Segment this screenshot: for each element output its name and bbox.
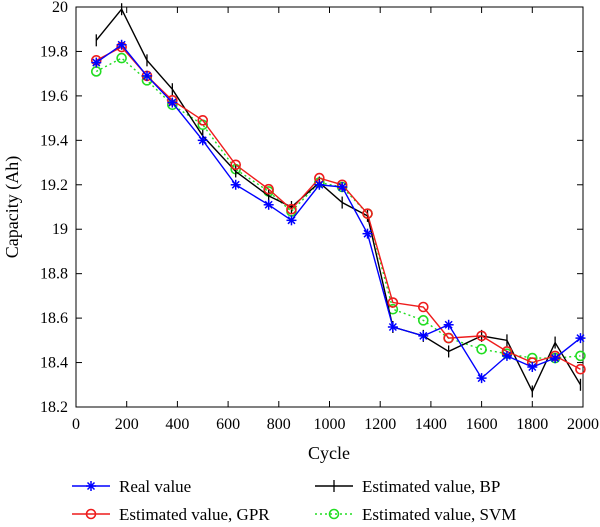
data-point-real-value [286,215,297,226]
series-real-value [91,39,586,384]
data-point-estimated-value-gpr [362,208,373,219]
data-point-real-value [501,350,512,361]
data-point-estimated-value-gpr [230,159,242,171]
data-point-estimated-value-gpr [476,330,487,342]
data-point-real-value [443,319,454,330]
y-tick-label: 18.6 [40,310,68,327]
data-point-real-value [167,97,178,108]
data-point-estimated-value-gpr [263,183,274,195]
y-axis: 18.2 18.4 18.6 18.8 19 19.2 19.4 19.6 19.8 20 [40,0,583,416]
x-tick-label: 0 [72,416,80,433]
data-point-real-value [314,179,325,190]
series-line-estimated-value-bp [95,7,582,394]
legend-label: Estimated value, GPR [119,505,270,524]
legend-item-estimated-value-bp: Estimated value, BP [315,477,500,496]
series-estimated-value-bp [95,3,582,398]
data-point-real-value [141,70,152,81]
y-tick-label: 19.2 [40,177,68,194]
legend-marker [86,481,96,491]
data-point-estimated-value-svm [417,315,429,326]
legend-item-estimated-value-gpr: Estimated value, GPR [72,505,270,524]
data-point-estimated-value-gpr [417,301,429,313]
x-tick-label: 1800 [516,416,548,433]
y-tick-label: 18.4 [40,355,68,372]
y-tick-label: 18.2 [40,399,68,416]
data-point-real-value [575,333,586,344]
data-point-estimated-value-svm [575,350,586,362]
data-point-estimated-value-gpr [387,297,399,308]
x-tick-label: 1000 [314,416,346,433]
data-point-estimated-value-svm [476,343,487,355]
y-tick-label: 19.6 [40,88,68,105]
data-point-estimated-value-gpr [286,203,297,215]
legend-marker [328,508,340,520]
data-point-real-value [387,322,398,332]
data-point-real-value [476,373,487,384]
x-tick-label: 1200 [364,416,396,433]
legend-label: Estimated value, BP [362,477,500,496]
y-tick-label: 20 [52,0,68,16]
data-point-real-value [550,353,561,364]
y-axis-title: Capacity (Ah) [2,156,23,258]
x-axis-title: Cycle [308,443,350,463]
y-tick-label: 19.8 [40,43,68,60]
data-point-real-value [91,57,102,68]
data-point-real-value [362,228,373,239]
x-tick-label: 2000 [567,416,599,433]
legend-item-real-value: Real value [72,477,191,496]
legend-label: Estimated value, SVM [362,505,516,524]
data-point-estimated-value-gpr [197,115,209,126]
series-line-real-value [95,43,581,380]
x-tick-label: 800 [267,416,291,433]
data-point-estimated-value-gpr [443,332,454,344]
y-tick-label: 19 [52,221,68,238]
x-tick-label: 400 [165,416,189,433]
data-point-estimated-value-gpr [575,363,586,375]
y-tick-label: 18.8 [40,266,68,283]
x-tick-label: 1400 [415,416,447,433]
x-tick-label: 600 [216,416,240,433]
series-estimated-value-svm [90,52,586,364]
legend-label: Real value [119,477,191,496]
y-tick-label: 19.4 [40,132,68,149]
data-point-real-value [263,199,274,210]
x-tick-label: 200 [115,416,139,433]
legend-item-estimated-value-svm: Estimated value, SVM [315,505,516,524]
data-point-real-value [337,182,348,192]
data-point-estimated-value-svm [116,52,127,64]
x-tick-label: 1600 [466,416,498,433]
series-estimated-value-gpr [90,41,586,375]
series-line-estimated-value-gpr [95,46,581,370]
x-axis: 0 200 400 600 800 1000 1200 1400 1600 1800 2000 [72,7,599,433]
legend: Real value Estimated value, GPR Estimated … [72,477,516,524]
data-point-real-value [418,330,429,341]
legend-marker [85,508,97,520]
data-point-real-value [230,179,241,190]
series-layer [90,3,586,398]
data-point-real-value [116,39,127,50]
data-point-real-value [197,135,208,146]
data-point-real-value [527,362,538,372]
